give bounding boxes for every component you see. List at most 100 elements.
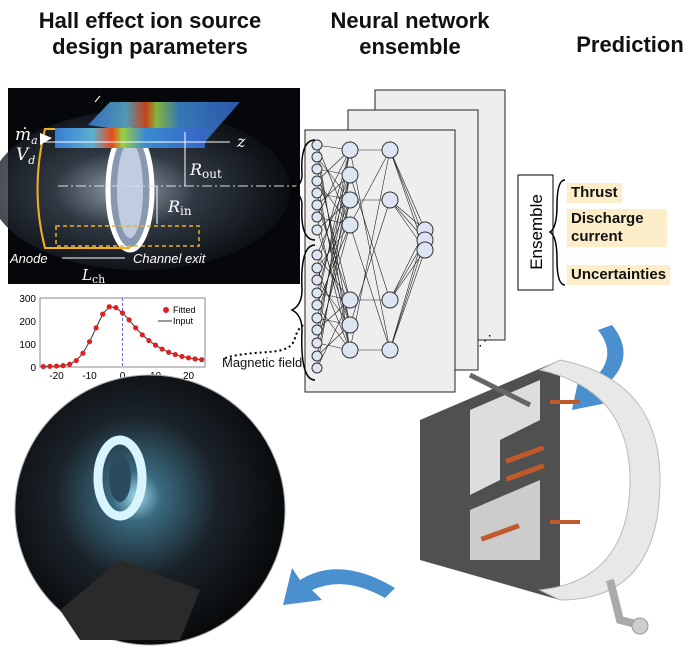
nn-neuron — [341, 191, 359, 209]
fitted-point — [67, 361, 73, 367]
fitted-point — [139, 332, 145, 338]
nn-connection — [389, 239, 426, 351]
output-thrust: Thrust — [567, 183, 622, 203]
nn-neuron — [311, 199, 323, 211]
fitted-point — [146, 337, 152, 344]
fitted-point — [166, 349, 172, 355]
legend-fitted-label: Fitted — [173, 305, 196, 315]
nn-connection — [316, 267, 351, 351]
brace-field — [290, 244, 316, 381]
output-uncertainties: Uncertainties — [567, 265, 671, 285]
heading-nn-line1: Neural network — [330, 8, 490, 33]
heading-nn: Neural network ensemble — [310, 8, 510, 60]
r-out-label: R — [189, 160, 202, 179]
ensemble-label: Ensemble — [527, 194, 546, 270]
svg-text:Lch: Lch — [81, 266, 105, 286]
nn-neuron — [341, 216, 359, 234]
z-axis-label: z — [236, 132, 246, 151]
dotted-arrow-to-nn — [224, 315, 331, 359]
magnetic-field-label: Magnetic field — [222, 355, 302, 370]
nn-neuron — [311, 151, 323, 163]
thruster-model — [420, 359, 661, 635]
nn-neuron — [311, 350, 323, 362]
arrow-to-photo — [283, 568, 395, 605]
fitted-point — [172, 351, 178, 358]
nn-neuron — [381, 291, 399, 309]
svg-text:Rin: Rin — [167, 197, 192, 218]
x-tick-label: -20 — [49, 371, 64, 382]
nn-neuron — [311, 299, 323, 311]
nn-connection — [349, 224, 391, 351]
nn-connection — [316, 144, 351, 226]
voltage-label: V — [16, 145, 30, 165]
fitted-point — [60, 363, 66, 369]
nn-neuron — [381, 341, 399, 359]
heading-design-line2: design parameters — [52, 34, 248, 59]
fitted-point — [80, 350, 86, 356]
nn-neuron — [311, 175, 323, 187]
nn-connection — [316, 299, 351, 369]
nn-neuron — [311, 287, 323, 299]
nn-connection — [349, 149, 391, 351]
x-tick-label: 20 — [183, 371, 195, 382]
nn-neuron — [311, 362, 323, 374]
fitted-point — [106, 304, 112, 310]
neural-network — [311, 139, 434, 374]
nn-neuron — [311, 163, 323, 175]
nn-connection — [389, 249, 426, 351]
y-tick-label: 200 — [19, 317, 36, 328]
output-discharge-current: Discharge current — [567, 209, 667, 247]
nn-neuron — [311, 249, 323, 261]
nn-neuron — [311, 324, 323, 336]
fitted-point — [100, 311, 106, 317]
voltage-sub: d — [28, 154, 35, 167]
arrow-to-model — [572, 325, 624, 410]
nn-neuron — [341, 166, 359, 184]
schematic-image: ṁa Vd z Rout Rin Anode Channel exit Lch — [0, 88, 300, 286]
channel-exit-label: Channel exit — [133, 251, 207, 266]
nn-neuron — [341, 341, 359, 359]
nn-connection — [316, 224, 351, 344]
fitted-point — [93, 325, 99, 331]
nn-neuron — [311, 312, 323, 324]
fitted-point — [119, 310, 126, 316]
nn-neuron — [416, 241, 434, 259]
fitted-point — [159, 346, 165, 352]
nn-neuron — [311, 211, 323, 223]
fitted-point — [152, 342, 159, 348]
heading-design-line1: Hall effect ion source — [38, 8, 262, 33]
r-in-sub: in — [180, 204, 192, 218]
nn-neuron — [341, 141, 359, 159]
nn-connection — [316, 149, 351, 344]
nn-connection — [316, 199, 351, 281]
y-tick-label: 100 — [19, 340, 36, 351]
legend-fitted-marker — [163, 307, 169, 313]
fitted-point — [199, 357, 205, 363]
nn-neuron — [311, 139, 323, 151]
svg-text:Rout: Rout — [189, 160, 222, 181]
y-tick-label: 300 — [19, 294, 36, 305]
nn-ensemble: ⋰ — [290, 89, 506, 393]
x-tick-label: -10 — [82, 371, 97, 382]
mass-flow-sub: a — [31, 134, 38, 147]
heading-prediction: Prediction — [576, 32, 684, 57]
thruster-photo — [14, 374, 286, 646]
l-ch-sub: ch — [92, 273, 105, 286]
nn-neuron — [341, 316, 359, 334]
fitted-point — [192, 356, 198, 362]
nn-neuron — [381, 191, 399, 209]
nn-neuron — [311, 274, 323, 286]
svg-text:ṁa: ṁa — [15, 125, 38, 147]
fitted-point — [86, 339, 93, 345]
nn-neuron — [311, 187, 323, 199]
nn-connection — [316, 180, 351, 226]
anode-label: Anode — [9, 251, 48, 266]
brace-outputs — [548, 179, 566, 286]
nn-connection — [349, 149, 391, 226]
nn-connection — [316, 156, 351, 201]
nn-connection — [316, 174, 351, 369]
nn-neuron — [381, 141, 399, 159]
fitted-point — [113, 305, 119, 311]
